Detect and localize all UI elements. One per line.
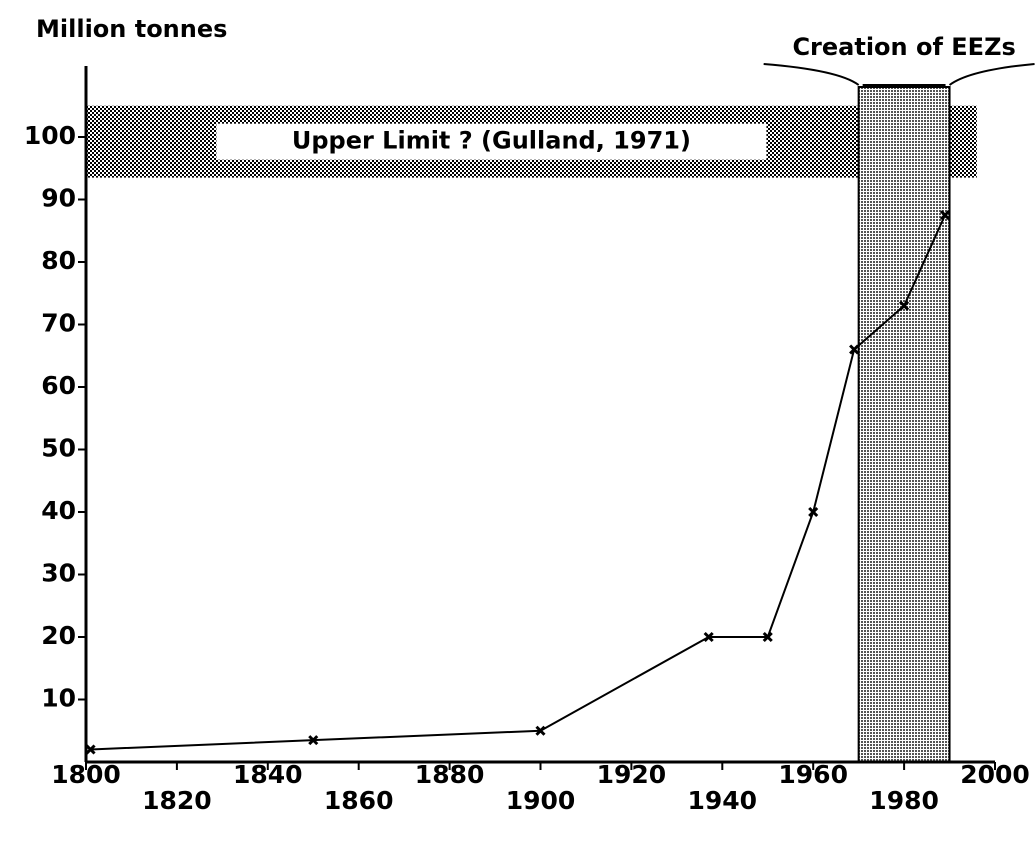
data-point: [762, 631, 773, 643]
x-tick-label: 1940: [688, 786, 758, 815]
x-tick-label: 1900: [506, 786, 576, 815]
y-tick-label: 90: [41, 184, 76, 213]
data-point: [808, 506, 819, 518]
y-tick-label: 100: [24, 121, 76, 150]
y-tick-label: 50: [41, 434, 76, 463]
eez-label: Creation of EEZs: [792, 33, 1015, 61]
x-tick-label: 1820: [142, 786, 212, 815]
eez-band: [857, 86, 951, 763]
x-tick-label: 1840: [233, 760, 303, 789]
data-point: [703, 631, 714, 643]
y-tick-label: 60: [41, 371, 76, 400]
x-tick-label: 1960: [778, 760, 848, 789]
data-line: [90, 214, 946, 751]
data-point: [535, 725, 546, 736]
y-axis-label: Million tonnes: [36, 15, 227, 43]
x-tick-label: 1880: [415, 760, 485, 789]
y-tick-label: 20: [41, 621, 76, 650]
upper-limit-label: Upper Limit ? (Gulland, 1971): [292, 127, 691, 155]
y-tick-label: 70: [41, 309, 76, 338]
data-point: [899, 300, 910, 311]
data-point: [85, 744, 96, 755]
x-tick-label: 1920: [597, 760, 667, 789]
y-tick-label: 30: [41, 559, 76, 588]
x-tick-label: 1860: [324, 786, 394, 815]
x-tick-label: 2000: [960, 760, 1030, 789]
y-tick-label: 80: [41, 246, 76, 275]
data-point: [308, 735, 319, 746]
x-tick-label: 1980: [869, 786, 939, 815]
y-tick-label: 10: [41, 684, 76, 713]
y-tick-label: 40: [41, 496, 76, 525]
x-tick-label: 1800: [51, 760, 121, 789]
upper-limit-label-box: [216, 123, 767, 160]
eez-bracket: [763, 63, 1035, 86]
data-point: [939, 210, 951, 221]
data-point: [849, 344, 860, 355]
